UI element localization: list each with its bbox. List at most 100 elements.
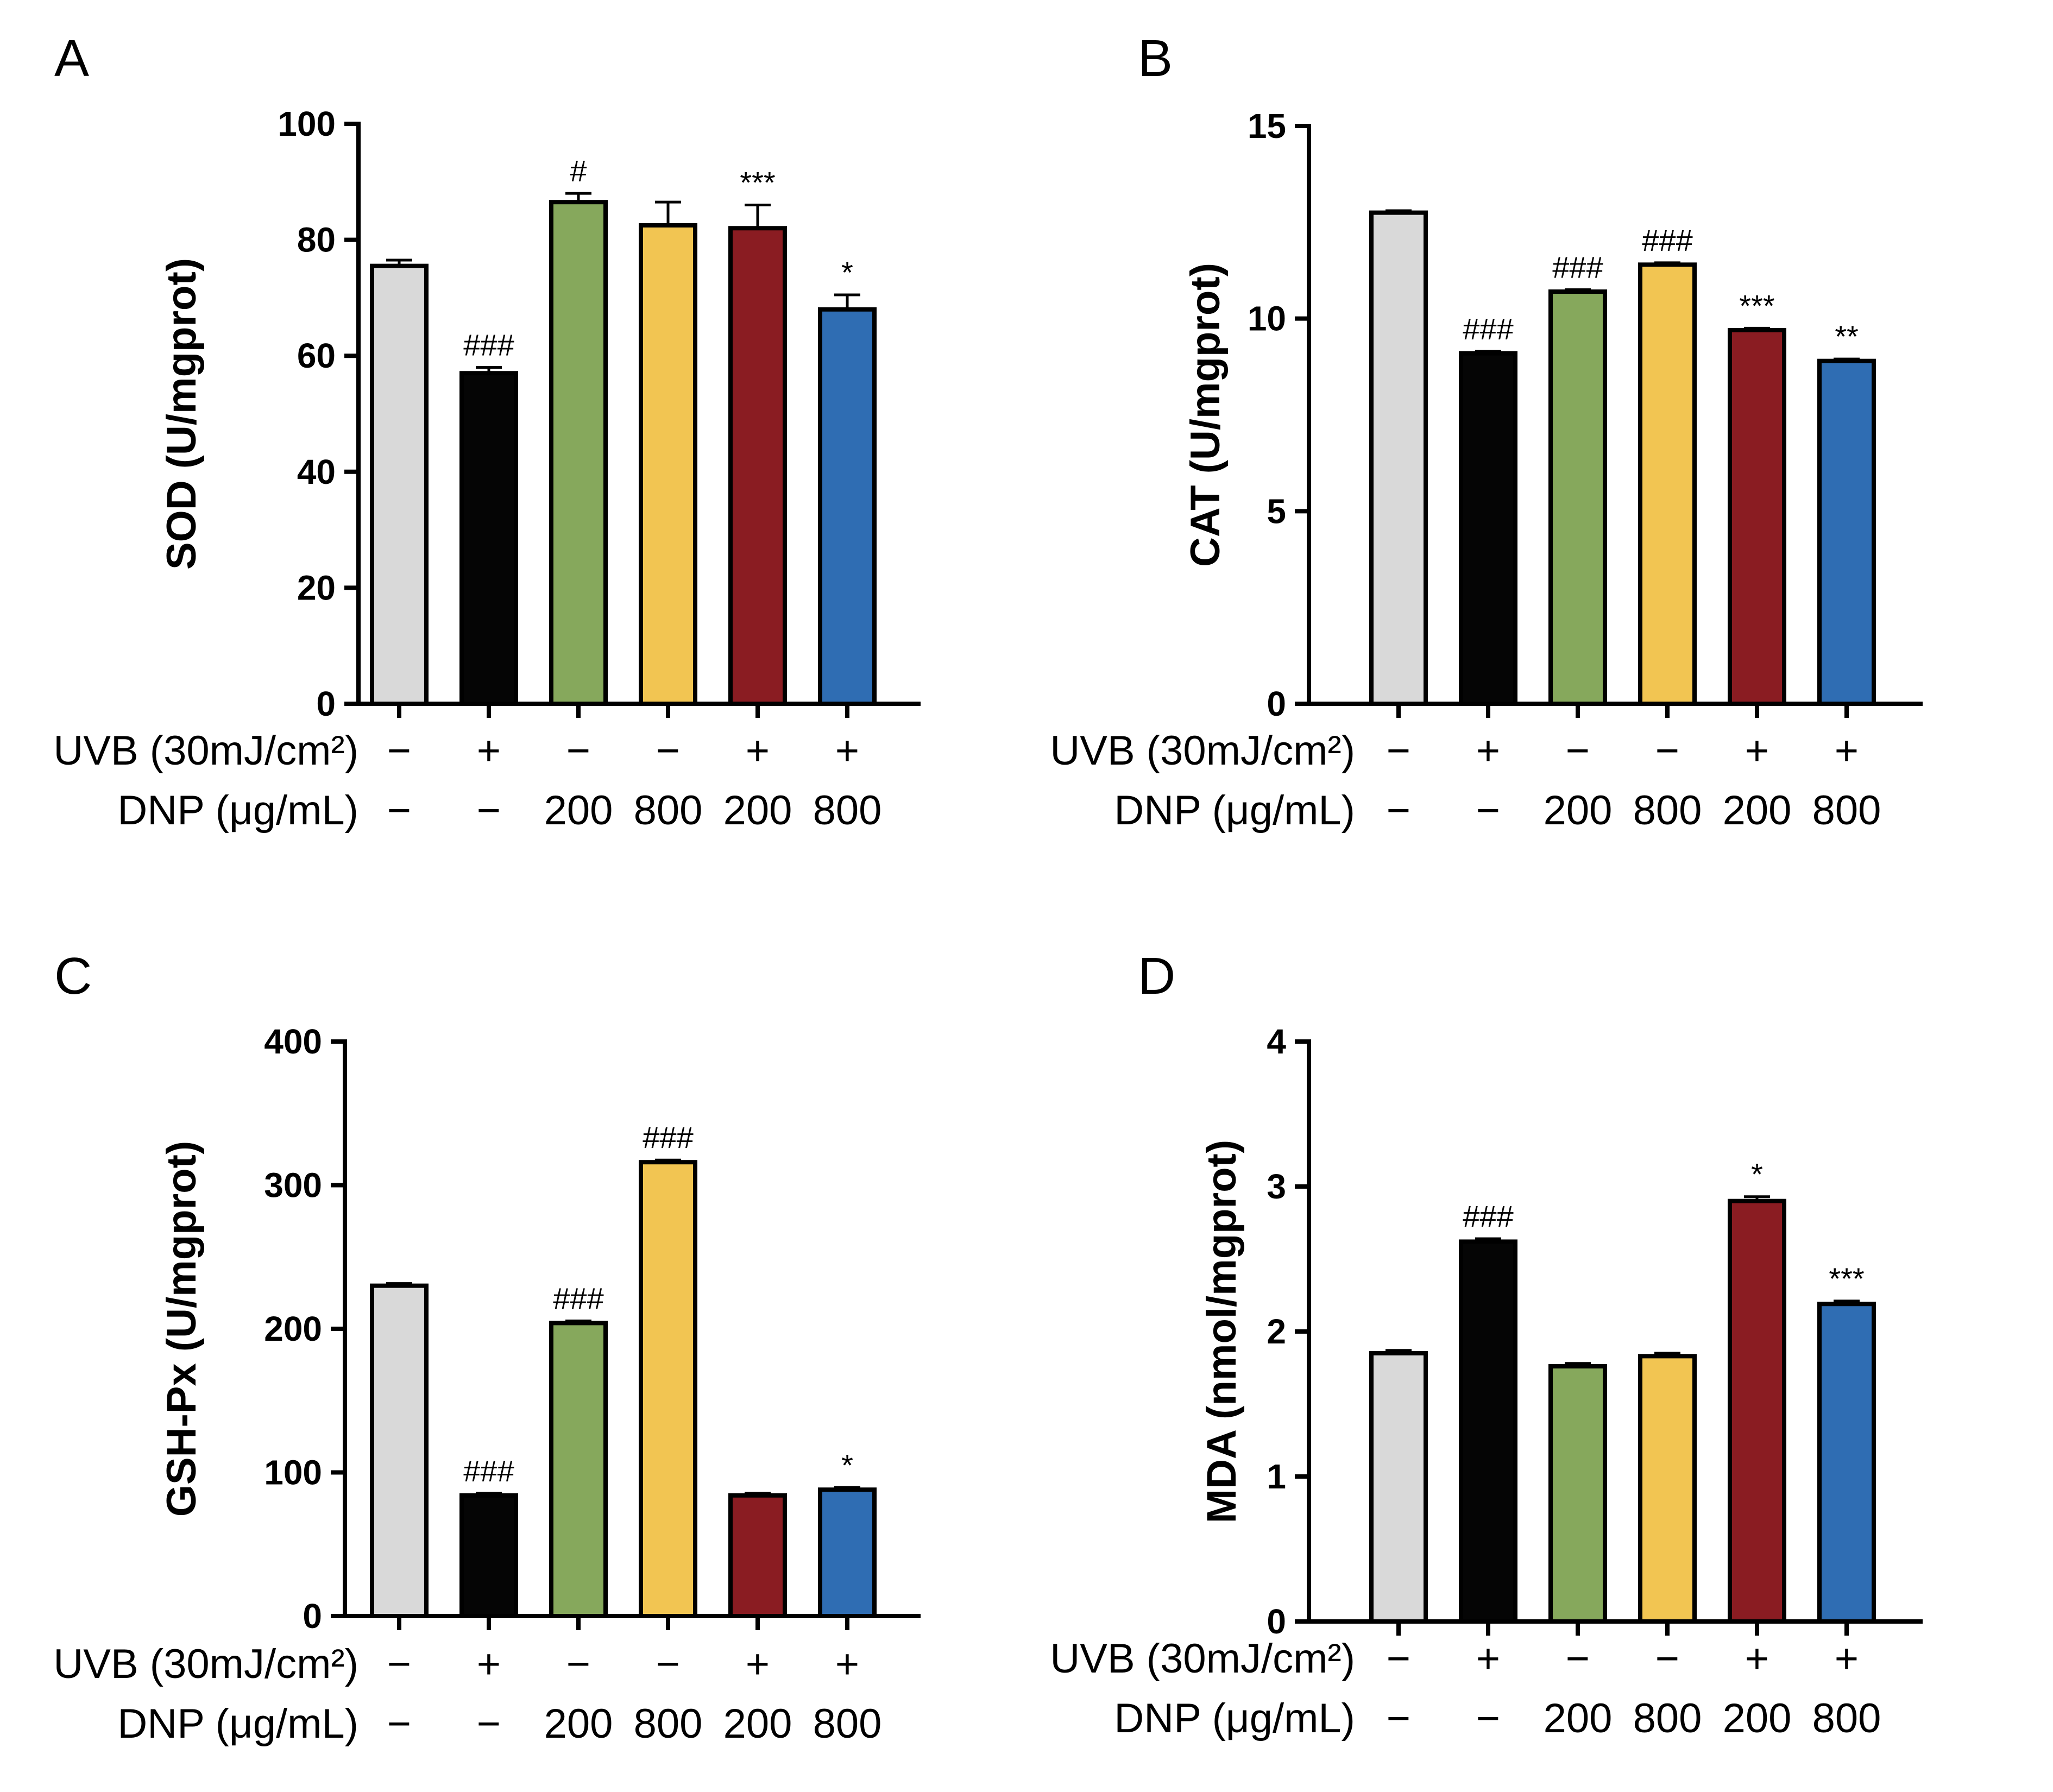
uvb-value: − xyxy=(1387,1636,1410,1682)
bar xyxy=(728,226,787,706)
y-axis-label: SOD (U/mgprot) xyxy=(159,258,205,570)
dnp-value: 800 xyxy=(1633,1695,1702,1741)
uvb-value: − xyxy=(1387,728,1410,774)
bar xyxy=(370,263,429,706)
dnp-value: 800 xyxy=(1812,1695,1881,1741)
bar xyxy=(639,223,697,706)
dnp-row-label: DNP (μg/mL) xyxy=(1114,1695,1355,1741)
dnp-value: − xyxy=(477,787,501,834)
uvb-value: − xyxy=(1655,1636,1679,1682)
uvb-value: + xyxy=(1476,728,1500,774)
significance-label: *** xyxy=(1739,288,1774,323)
y-tick-label: 5 xyxy=(1267,491,1286,531)
dnp-value: 800 xyxy=(1812,787,1881,834)
significance-label: ### xyxy=(553,1281,603,1315)
dnp-value: 800 xyxy=(634,787,703,834)
panel-letter: D xyxy=(1138,947,1175,1005)
bar xyxy=(728,1493,787,1619)
bar xyxy=(1638,1354,1697,1624)
bar xyxy=(370,1283,429,1618)
dnp-value: 800 xyxy=(813,787,882,834)
bar xyxy=(1459,1239,1517,1624)
y-tick-label: 4 xyxy=(1267,1022,1286,1061)
y-tick-label: 0 xyxy=(316,684,336,723)
y-axis-label: MDA (nmol/mgprot) xyxy=(1199,1140,1245,1523)
significance-label: ### xyxy=(463,328,514,362)
bar xyxy=(1728,327,1786,706)
y-tick-label: 80 xyxy=(297,220,336,260)
dnp-value: − xyxy=(1387,1695,1410,1741)
significance-label: ** xyxy=(1835,319,1859,354)
uvb-value: + xyxy=(1745,1636,1769,1682)
uvb-value: + xyxy=(746,1641,770,1687)
uvb-value: + xyxy=(477,1641,501,1687)
y-tick-label: 0 xyxy=(1267,684,1286,723)
y-tick-label: 40 xyxy=(297,452,336,491)
y-tick-label: 100 xyxy=(264,1453,322,1492)
dnp-value: 200 xyxy=(1544,1695,1613,1741)
uvb-row-label: UVB (30mJ/cm²) xyxy=(53,1641,358,1687)
dnp-value: − xyxy=(387,787,411,834)
bar xyxy=(549,200,608,706)
uvb-value: + xyxy=(835,728,859,774)
uvb-row-label: UVB (30mJ/cm²) xyxy=(1050,728,1355,774)
y-axis-label: CAT (U/mgprot) xyxy=(1182,263,1229,567)
dnp-value: − xyxy=(477,1701,501,1747)
y-tick-label: 2 xyxy=(1267,1312,1286,1351)
bar xyxy=(639,1160,697,1618)
bar xyxy=(1817,1302,1876,1624)
y-tick-label: 300 xyxy=(264,1166,322,1205)
uvb-value: − xyxy=(1566,728,1590,774)
dnp-value: 200 xyxy=(544,787,613,834)
y-tick-label: 60 xyxy=(297,336,336,375)
bar xyxy=(1638,262,1697,706)
significance-label: ### xyxy=(1552,250,1603,284)
dnp-row-label: DNP (μg/mL) xyxy=(117,1701,358,1747)
significance-label: # xyxy=(570,154,587,188)
dnp-value: 200 xyxy=(1544,787,1613,834)
significance-label: * xyxy=(841,1448,853,1482)
dnp-value: 800 xyxy=(634,1701,703,1747)
bar xyxy=(818,307,877,706)
significance-label: ### xyxy=(1642,223,1692,257)
bar xyxy=(549,1321,608,1618)
y-tick-label: 100 xyxy=(278,104,336,143)
uvb-value: + xyxy=(835,1641,859,1687)
uvb-value: + xyxy=(1745,728,1769,774)
dnp-value: − xyxy=(1476,787,1500,834)
y-tick-label: 400 xyxy=(264,1022,322,1061)
bar xyxy=(818,1487,877,1618)
dnp-value: 800 xyxy=(1633,787,1702,834)
dnp-value: − xyxy=(1387,787,1410,834)
y-tick-label: 15 xyxy=(1248,106,1286,146)
significance-label: ### xyxy=(1463,1199,1513,1233)
panel-letter: A xyxy=(54,29,89,87)
uvb-row-label: UVB (30mJ/cm²) xyxy=(1050,1636,1355,1682)
y-tick-label: 0 xyxy=(303,1597,322,1636)
uvb-value: + xyxy=(1835,728,1859,774)
uvb-value: − xyxy=(1655,728,1679,774)
uvb-value: − xyxy=(656,728,680,774)
bar xyxy=(1369,1351,1428,1624)
dnp-row-label: DNP (μg/mL) xyxy=(117,787,358,834)
dnp-value: 200 xyxy=(723,1701,792,1747)
dnp-value: 200 xyxy=(723,787,792,834)
y-tick-label: 0 xyxy=(1267,1602,1286,1641)
uvb-value: − xyxy=(387,1641,411,1687)
significance-label: ### xyxy=(643,1120,693,1154)
dnp-value: − xyxy=(1476,1695,1500,1741)
dnp-row-label: DNP (μg/mL) xyxy=(1114,787,1355,834)
uvb-value: − xyxy=(1566,1636,1590,1682)
uvb-value: + xyxy=(746,728,770,774)
bar xyxy=(1548,1364,1607,1624)
y-tick-label: 1 xyxy=(1267,1457,1286,1496)
dnp-value: 800 xyxy=(813,1701,882,1747)
bar xyxy=(1548,289,1607,706)
y-tick-label: 20 xyxy=(297,568,336,607)
bar xyxy=(459,1493,518,1619)
significance-label: *** xyxy=(740,166,775,200)
